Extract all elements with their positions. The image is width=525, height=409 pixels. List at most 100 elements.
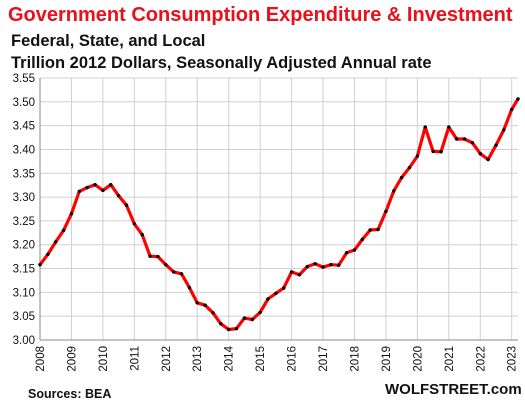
x-tick-label: 2022	[475, 346, 487, 372]
data-point	[297, 273, 302, 277]
source-note: Sources: BEA	[28, 387, 112, 401]
y-tick-label: 3.10	[13, 287, 35, 299]
data-point	[384, 209, 388, 214]
data-point	[344, 251, 349, 255]
x-tick-label: 2016	[287, 346, 299, 372]
data-point	[274, 291, 278, 295]
data-point	[140, 233, 144, 237]
y-tick-label: 3.50	[13, 97, 35, 109]
x-tick-label: 2015	[255, 346, 267, 372]
chart-units-subtitle: Trillion 2012 Dollars, Seasonally Adjust…	[11, 54, 432, 72]
y-tick-label: 3.05	[13, 311, 35, 323]
y-tick-label: 3.45	[13, 121, 35, 133]
watermark: WOLFSTREET.com	[385, 381, 522, 398]
data-point	[38, 263, 42, 267]
data-point	[502, 128, 506, 132]
data-point	[203, 303, 207, 307]
x-tick-label: 2019	[381, 346, 393, 372]
x-tick-label: 2012	[161, 346, 173, 372]
data-point	[392, 189, 396, 193]
data-point	[234, 326, 239, 331]
data-point	[93, 183, 97, 187]
data-point	[486, 157, 490, 162]
y-tick-labels: 3.00 3.05 3.10 3.15 3.20 3.25 3.30 3.35 3.40 3.45…	[13, 73, 35, 347]
x-tick-labels: 2008 2009 2010 2011 2012 2013 2014 2015 2016 2017…	[35, 345, 519, 371]
data-point	[305, 264, 309, 269]
data-point	[242, 316, 247, 320]
x-tick-label: 2023	[507, 346, 519, 372]
y-tick-label: 3.00	[13, 335, 35, 347]
data-point	[148, 254, 152, 258]
data-point	[431, 149, 435, 154]
data-point	[179, 272, 184, 276]
data-point	[69, 212, 74, 216]
gridlines	[39, 77, 518, 341]
data-point	[462, 137, 467, 141]
data-point	[164, 263, 168, 267]
data-point	[266, 297, 270, 301]
data-point	[376, 227, 380, 232]
data-point	[313, 262, 317, 266]
x-tick-label: 2011	[129, 346, 141, 371]
data-point	[455, 137, 459, 141]
data-point	[447, 125, 451, 129]
data-point	[337, 263, 341, 267]
data-point	[510, 107, 514, 112]
data-point	[116, 194, 121, 198]
data-point	[282, 286, 286, 290]
x-tick-label: 2017	[318, 346, 330, 372]
data-point	[172, 270, 176, 274]
data-point	[132, 222, 136, 226]
data-point	[109, 183, 113, 187]
data-point	[368, 228, 372, 232]
data-point	[101, 188, 105, 193]
data-point	[258, 310, 262, 315]
x-tick-label: 2020	[412, 346, 424, 372]
x-tick-label: 2021	[444, 346, 456, 372]
data-point	[195, 301, 199, 305]
data-point	[227, 327, 231, 332]
data-point	[77, 189, 82, 194]
x-tick-label: 2013	[192, 346, 204, 372]
data-point	[250, 317, 254, 322]
y-tick-label: 3.15	[13, 264, 35, 276]
x-tick-label: 2018	[349, 346, 361, 372]
data-point	[415, 154, 420, 158]
chart-subtitle: Federal, State, and Local	[11, 32, 206, 50]
data-point	[423, 125, 427, 129]
axes	[39, 78, 518, 341]
data-point	[407, 165, 412, 170]
series-line	[38, 97, 520, 332]
data-point	[61, 228, 66, 233]
y-tick-label: 3.40	[13, 144, 35, 156]
data-point	[329, 263, 333, 267]
data-point	[85, 185, 89, 190]
data-point	[360, 237, 364, 242]
x-tick-label: 2009	[66, 346, 78, 372]
data-point	[289, 270, 294, 274]
data-point	[399, 175, 404, 180]
x-tick-label: 2014	[224, 345, 236, 371]
series	[38, 97, 520, 332]
data-point	[46, 252, 50, 256]
y-tick-label: 3.25	[13, 216, 35, 228]
x-tick-label: 2008	[35, 346, 47, 372]
chart-title: Government Consumption Expenditure & Inv…	[8, 4, 513, 26]
data-point	[439, 150, 443, 154]
y-tick-label: 3.30	[13, 192, 35, 204]
data-point	[124, 203, 129, 207]
y-tick-label: 3.20	[13, 240, 35, 252]
data-point	[219, 322, 223, 326]
data-point	[187, 285, 192, 290]
x-tick-label: 2010	[98, 346, 110, 372]
data-point	[494, 143, 498, 147]
data-point	[516, 97, 520, 101]
data-point	[211, 311, 215, 315]
data-point	[470, 141, 475, 145]
data-point	[352, 248, 357, 252]
y-tick-label: 3.55	[13, 73, 35, 85]
y-tick-label: 3.35	[13, 168, 35, 180]
data-point	[321, 265, 325, 269]
data-point	[54, 240, 58, 244]
